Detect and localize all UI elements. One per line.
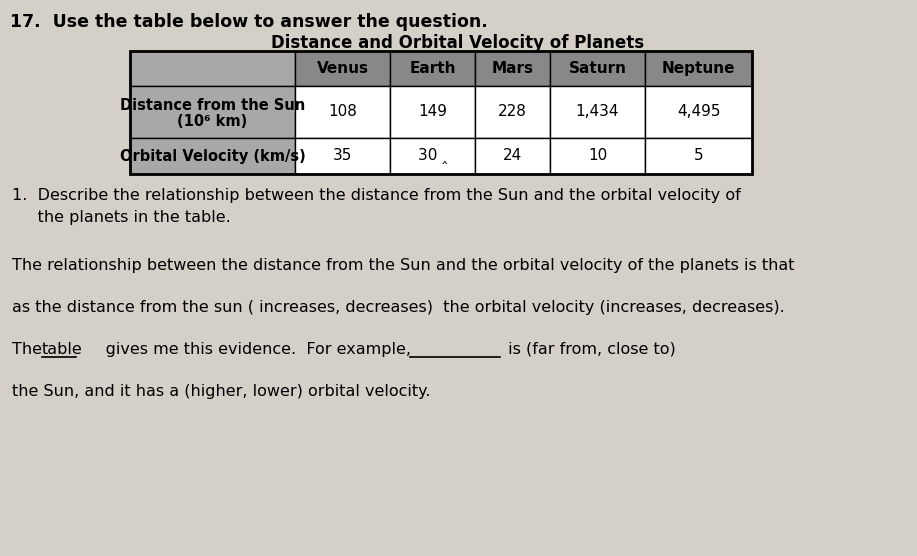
Bar [475,51,550,86]
Text: 5: 5 [693,148,703,163]
Text: 108: 108 [328,105,357,120]
Text: Distance from the Sun: Distance from the Sun [120,97,305,112]
Bar [475,138,550,174]
Bar [295,51,390,86]
Text: 35: 35 [333,148,352,163]
Bar [130,51,295,86]
Text: Venus: Venus [316,61,369,76]
Text: Orbital Velocity (km/s): Orbital Velocity (km/s) [119,148,305,163]
Bar [550,86,645,138]
Bar [295,138,390,174]
Bar [390,51,475,86]
Text: as the distance from the sun ( increases, decreases)  the orbital velocity (incr: as the distance from the sun ( increases… [12,300,785,315]
Text: 1,434: 1,434 [576,105,619,120]
Bar [130,138,295,174]
Bar [390,138,475,174]
Bar [475,86,550,138]
Text: 4,495: 4,495 [677,105,720,120]
Bar [130,51,752,174]
Text: the Sun, and it has a (higher, lower) orbital velocity.: the Sun, and it has a (higher, lower) or… [12,384,430,399]
Text: 10: 10 [588,148,607,163]
Text: table: table [42,342,83,357]
Text: 149: 149 [418,105,447,120]
Text: Earth: Earth [409,61,456,76]
Text: Mars: Mars [492,61,534,76]
Bar [130,86,295,138]
Text: Neptune: Neptune [662,61,735,76]
Text: 1.  Describe the relationship between the distance from the Sun and the orbital : 1. Describe the relationship between the… [12,188,741,225]
Text: Distance and Orbital Velocity of Planets: Distance and Orbital Velocity of Planets [271,34,645,52]
Text: is (far from, close to): is (far from, close to) [503,342,676,357]
Bar [550,138,645,174]
Text: gives me this evidence.  For example,: gives me this evidence. For example, [80,342,411,357]
Bar [645,86,752,138]
Bar [390,86,475,138]
Text: 30 ‸: 30 ‸ [418,148,447,164]
Text: 17.  Use the table below to answer the question.: 17. Use the table below to answer the qu… [10,13,488,31]
Text: 228: 228 [498,105,527,120]
Bar [550,51,645,86]
Text: The relationship between the distance from the Sun and the orbital velocity of t: The relationship between the distance fr… [12,258,794,273]
Text: The: The [12,342,47,357]
Text: Saturn: Saturn [569,61,626,76]
Bar [645,138,752,174]
Text: 24: 24 [503,148,522,163]
Text: (10⁶ km): (10⁶ km) [177,113,248,128]
Bar [295,86,390,138]
Bar [645,51,752,86]
